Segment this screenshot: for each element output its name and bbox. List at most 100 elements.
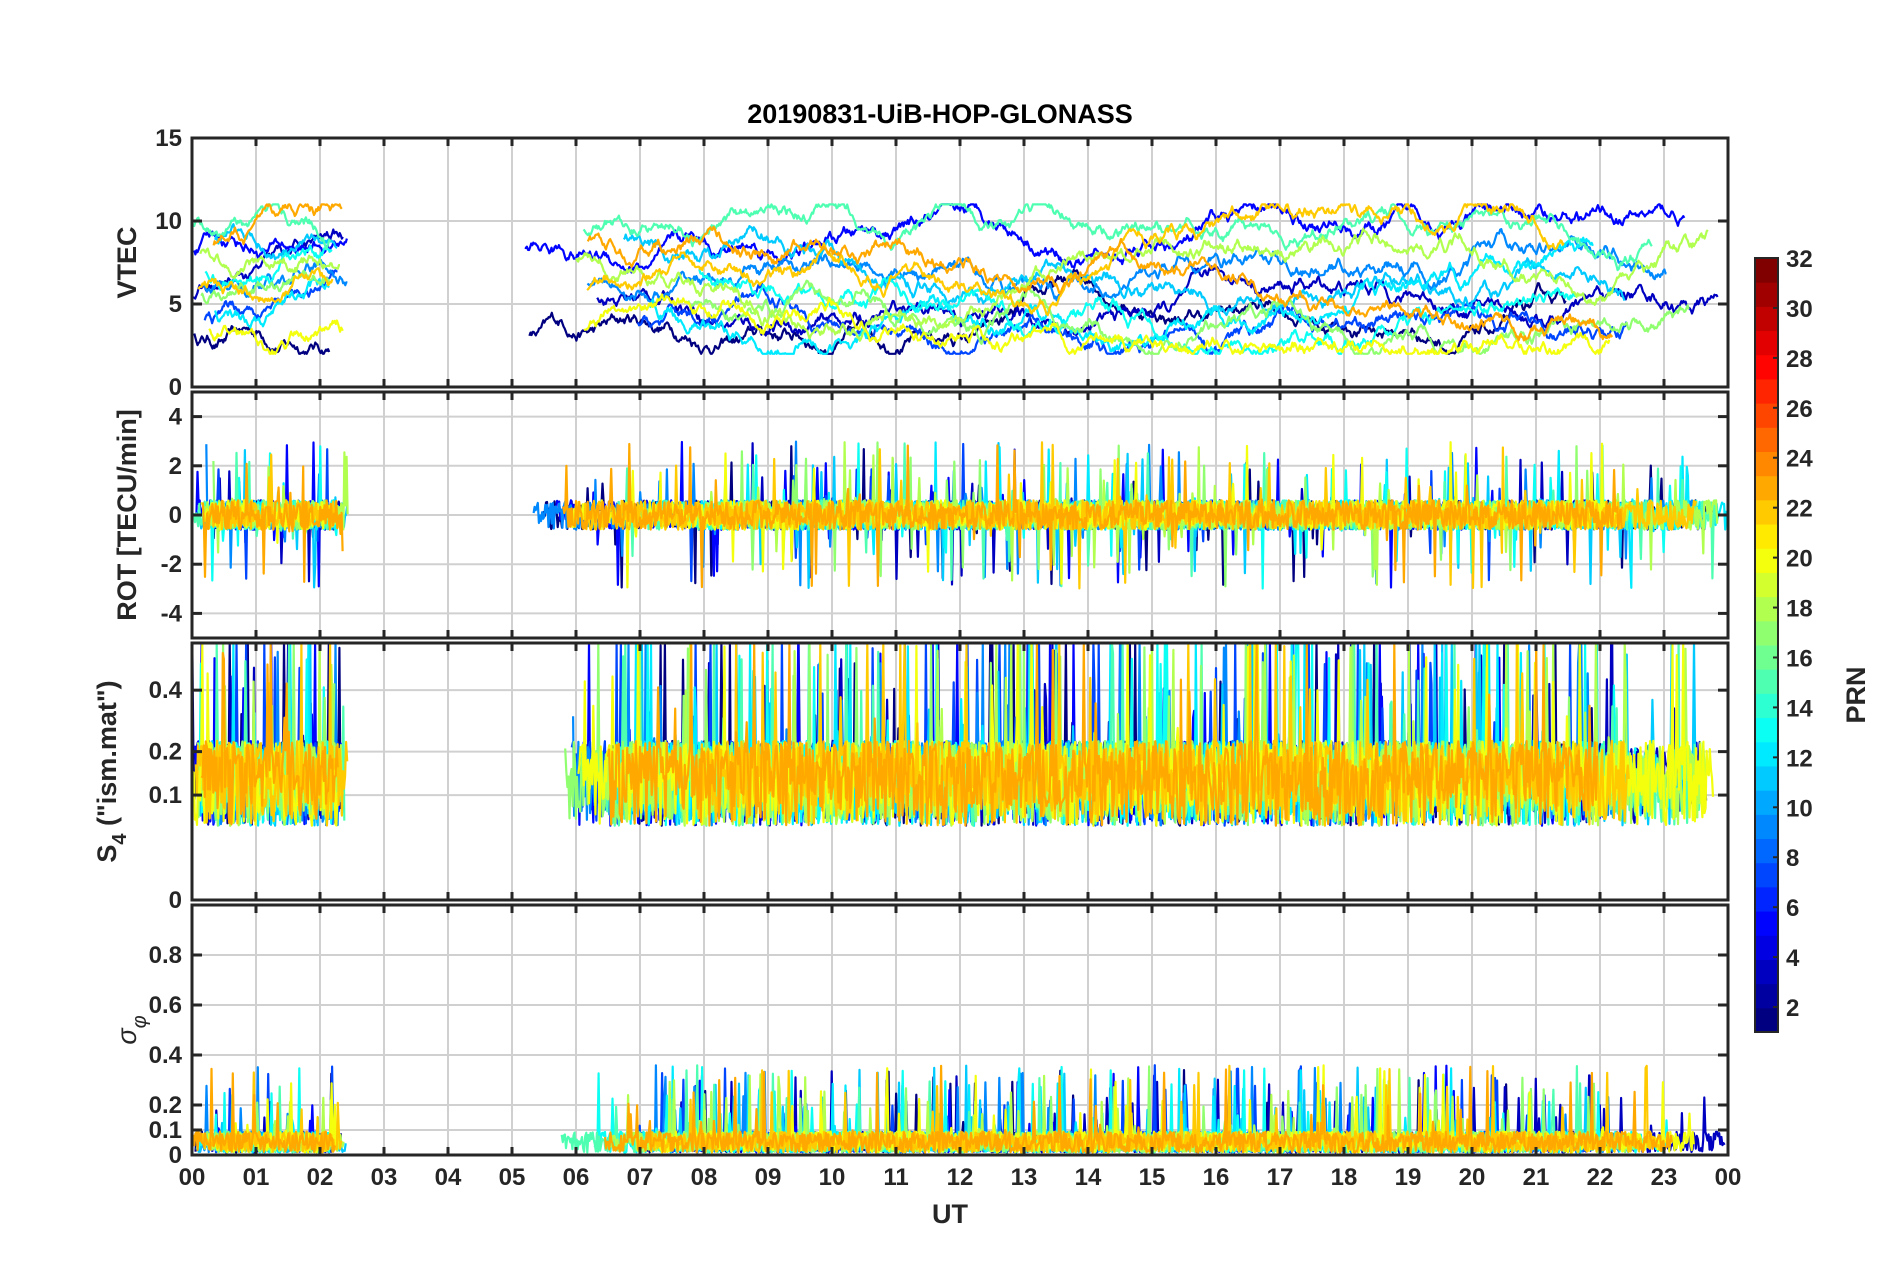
- colorbar-segment: [1755, 330, 1778, 356]
- x-tick-label: 00: [179, 1164, 206, 1191]
- colorbar-tick-label: 16: [1786, 645, 1813, 672]
- x-tick-label: 00: [1715, 1164, 1742, 1191]
- y-tick-label: 0: [169, 1142, 182, 1169]
- y-tick-label: 0: [169, 887, 182, 914]
- series-line-prn-22: [635, 1064, 1662, 1154]
- colorbar-segment: [1755, 911, 1778, 936]
- series-line-prn-13: [698, 268, 1578, 355]
- y-tick-label: 2: [169, 453, 182, 480]
- colorbar-segment: [1755, 354, 1778, 380]
- colorbar-segment: [1755, 427, 1778, 452]
- x-tick-label: 16: [1203, 1164, 1230, 1191]
- x-tick-label: 02: [307, 1164, 334, 1191]
- x-tick-label: 03: [371, 1164, 398, 1191]
- y-tick-label: 5: [169, 291, 182, 318]
- panel-s4: 0 0.1 0.2 0.4 S4 ("ism.mat"): [92, 641, 1730, 914]
- series-line-prn-23: [212, 203, 343, 246]
- y-axis-label-vtec: VTEC: [112, 226, 142, 298]
- panel-sigma: 00 01 02 03 04 05 06 07 08 09 10 11 12 13 14 15 16 17 18 19…: [112, 903, 1742, 1191]
- y-tick-label: 10: [155, 208, 182, 235]
- colorbar-segment: [1755, 524, 1778, 549]
- colorbar-segment: [1755, 475, 1778, 501]
- colorbar-segment: [1755, 983, 1778, 1009]
- y-tick-label: 0.8: [149, 942, 182, 969]
- colorbar-segment: [1755, 717, 1778, 743]
- y-tick-label: -4: [161, 600, 183, 627]
- colorbar-segment: [1755, 790, 1778, 815]
- y-tick-label: 0: [169, 502, 182, 529]
- x-tick-label: 23: [1651, 1164, 1678, 1191]
- y-tick-label: 0.1: [149, 1117, 182, 1144]
- colorbar-frame: [1754, 257, 1779, 1033]
- x-tick-label: 05: [499, 1164, 526, 1191]
- colorbar-segment: [1755, 403, 1778, 428]
- series-line-prn-1: [193, 325, 331, 355]
- y-tick-label: 0.6: [149, 992, 182, 1019]
- colorbar-tick-label: 10: [1786, 795, 1813, 822]
- y-tick-label: 0.4: [149, 677, 183, 704]
- colorbar-segment: [1755, 306, 1778, 332]
- colorbar-segment: [1755, 693, 1778, 719]
- colorbar-segment: [1755, 282, 1778, 307]
- chart-title: 20190831-UiB-HOP-GLONASS: [747, 99, 1133, 129]
- colorbar-label: PRN: [1841, 666, 1871, 723]
- colorbar-segment: [1755, 886, 1778, 912]
- colorbar-tick-label: 32: [1786, 246, 1813, 273]
- colorbar-tick-label: 12: [1786, 745, 1813, 772]
- series-line-prn-23: [191, 1067, 337, 1154]
- x-tick-label: 09: [755, 1164, 782, 1191]
- series-line-prn-3: [596, 265, 1719, 337]
- colorbar-tick-label: 4: [1786, 945, 1800, 972]
- colorbar-segment: [1755, 499, 1778, 525]
- y-axis-label-s4: S4 ("ism.mat"): [92, 680, 131, 862]
- series-line-prn-23: [586, 225, 1614, 342]
- colorbar-tick-label: 22: [1786, 496, 1813, 523]
- x-tick-label: 01: [243, 1164, 270, 1191]
- x-tick-label: 14: [1075, 1164, 1102, 1191]
- series-line-prn-18: [575, 227, 1709, 342]
- series-line-prn-20: [583, 293, 1611, 355]
- x-tick-label: 08: [691, 1164, 718, 1191]
- series-line-prn-17: [687, 279, 1690, 355]
- colorbar-tick-label: 18: [1786, 596, 1813, 623]
- x-tick-label: 13: [1011, 1164, 1038, 1191]
- colorbar-segment: [1755, 838, 1778, 864]
- series-line-prn-13: [204, 244, 333, 291]
- colorbar-segment: [1755, 645, 1778, 670]
- colorbar-tick-label: 26: [1786, 396, 1813, 423]
- series-line-prn-15: [582, 203, 1653, 272]
- x-tick-label: 17: [1267, 1164, 1294, 1191]
- colorbar-tick-label: 30: [1786, 296, 1813, 323]
- colorbar-segment: [1755, 548, 1778, 573]
- x-tick-label: 07: [627, 1164, 654, 1191]
- panel-rot: -4 -2 0 2 4 ROT [TECU/min]: [112, 390, 1730, 640]
- colorbar-tick-label: 28: [1786, 346, 1813, 373]
- y-tick-label: 0.2: [149, 1092, 182, 1119]
- x-tick-label: 12: [947, 1164, 974, 1191]
- series-line-prn-23: [562, 442, 1623, 589]
- y-tick-label: -2: [161, 551, 182, 578]
- x-tick-label: 15: [1139, 1164, 1166, 1191]
- colorbar-tick-label: 6: [1786, 895, 1799, 922]
- x-axis-label: UT: [932, 1199, 968, 1229]
- colorbar-tick-label: 14: [1786, 695, 1813, 722]
- series-line-prn-17: [200, 269, 331, 305]
- y-tick-label: 0.4: [149, 1042, 183, 1069]
- series-line-prn-11: [622, 225, 1626, 317]
- colorbar-segment: [1755, 959, 1778, 985]
- y-axis-label-rot: ROT [TECU/min]: [112, 409, 142, 620]
- colorbar-segment: [1755, 765, 1778, 791]
- y-tick-label: 0.1: [149, 782, 182, 809]
- colorbar-segment: [1755, 862, 1778, 888]
- colorbar-segment: [1755, 258, 1778, 283]
- colorbar-segment: [1755, 451, 1778, 477]
- y-axis-label-sigma: σφ: [112, 1015, 151, 1044]
- x-tick-label: 10: [819, 1164, 846, 1191]
- x-tick-label: 19: [1395, 1164, 1422, 1191]
- series-line-prn-7: [203, 269, 338, 325]
- colorbar-segment: [1755, 378, 1778, 404]
- series-line-prn-12: [648, 236, 1594, 355]
- colorbar-tick-label: 20: [1786, 546, 1813, 573]
